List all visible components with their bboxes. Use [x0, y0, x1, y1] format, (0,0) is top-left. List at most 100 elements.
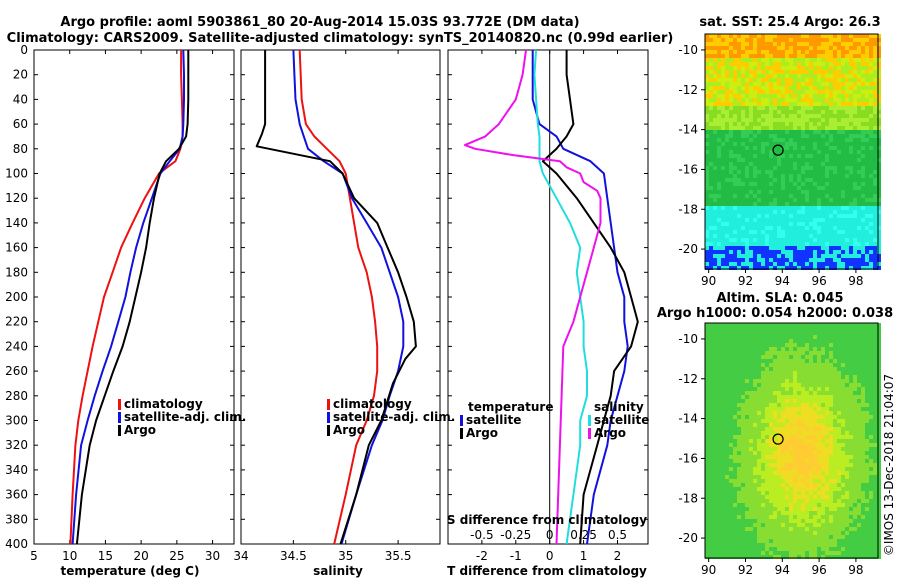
- map-pixel: [825, 403, 829, 407]
- map-pixel: [837, 142, 841, 146]
- map-pixel: [833, 511, 837, 515]
- map-pixel: [813, 46, 817, 50]
- map-pixel: [797, 331, 801, 335]
- map-pixel: [721, 451, 725, 455]
- map-pixel: [765, 130, 769, 134]
- map-pixel: [829, 455, 833, 459]
- map-pixel: [825, 62, 829, 66]
- map-pixel: [733, 86, 737, 90]
- map-pixel: [873, 162, 877, 166]
- map-pixel: [753, 383, 757, 387]
- map-pixel: [749, 74, 753, 78]
- map-pixel: [773, 94, 777, 98]
- map-pixel: [809, 38, 813, 42]
- map-pixel: [809, 379, 813, 383]
- map-pixel: [869, 391, 873, 395]
- map-pixel: [821, 411, 825, 415]
- map-pixel: [793, 134, 797, 138]
- map-pixel: [789, 182, 793, 186]
- map-pixel: [865, 170, 869, 174]
- map-pixel: [817, 407, 821, 411]
- map-pixel: [737, 206, 741, 210]
- map-pixel: [813, 499, 817, 503]
- map-pixel: [869, 182, 873, 186]
- map-pixel: [837, 186, 841, 190]
- map-pixel: [769, 182, 773, 186]
- map-pixel: [777, 407, 781, 411]
- map-pixel: [777, 54, 781, 58]
- lat-tick-label: -20: [678, 242, 698, 256]
- map-pixel: [853, 106, 857, 110]
- map-pixel: [857, 487, 861, 491]
- map-pixel: [825, 50, 829, 54]
- map-pixel: [777, 94, 781, 98]
- map-pixel: [717, 447, 721, 451]
- map-pixel: [797, 110, 801, 114]
- map-pixel: [733, 455, 737, 459]
- map-pixel: [749, 138, 753, 142]
- map-pixel: [853, 258, 857, 262]
- map-pixel: [825, 198, 829, 202]
- map-pixel: [865, 447, 869, 451]
- map-pixel: [749, 266, 753, 270]
- map-pixel: [821, 218, 825, 222]
- map-pixel: [773, 46, 777, 50]
- map-pixel: [833, 266, 837, 270]
- map-pixel: [853, 266, 857, 270]
- map-pixel: [809, 58, 813, 62]
- map-pixel: [781, 78, 785, 82]
- map-pixel: [725, 423, 729, 427]
- map-pixel: [857, 34, 861, 38]
- map-pixel: [757, 383, 761, 387]
- map-pixel: [705, 335, 709, 339]
- map-pixel: [741, 54, 745, 58]
- map-pixel: [753, 387, 757, 391]
- map-pixel: [877, 210, 881, 214]
- map-pixel: [833, 423, 837, 427]
- map-pixel: [873, 54, 877, 58]
- map-pixel: [785, 471, 789, 475]
- map-pixel: [757, 375, 761, 379]
- map-pixel: [857, 351, 861, 355]
- map-pixel: [865, 174, 869, 178]
- map-pixel: [805, 427, 809, 431]
- map-pixel: [757, 451, 761, 455]
- map-pixel: [729, 511, 733, 515]
- map-pixel: [741, 383, 745, 387]
- map-pixel: [861, 190, 865, 194]
- map-pixel: [845, 323, 849, 327]
- map-pixel: [705, 439, 709, 443]
- map-pixel: [757, 250, 761, 254]
- map-pixel: [725, 134, 729, 138]
- map-pixel: [745, 98, 749, 102]
- map-pixel: [789, 34, 793, 38]
- map-pixel: [781, 210, 785, 214]
- map-pixel: [805, 371, 809, 375]
- map-pixel: [865, 459, 869, 463]
- map-pixel: [873, 443, 877, 447]
- map-pixel: [801, 455, 805, 459]
- map-pixel: [729, 202, 733, 206]
- map-pixel: [733, 351, 737, 355]
- map-pixel: [809, 250, 813, 254]
- map-pixel: [841, 435, 845, 439]
- map-pixel: [773, 174, 777, 178]
- map-pixel: [793, 146, 797, 150]
- map-pixel: [877, 439, 881, 443]
- map-pixel: [873, 98, 877, 102]
- map-pixel: [797, 230, 801, 234]
- map-pixel: [765, 70, 769, 74]
- map-pixel: [797, 471, 801, 475]
- map-pixel: [709, 335, 713, 339]
- map-pixel: [781, 399, 785, 403]
- map-pixel: [721, 355, 725, 359]
- map-pixel: [717, 118, 721, 122]
- map-pixel: [821, 503, 825, 507]
- map-pixel: [869, 222, 873, 226]
- map-pixel: [729, 471, 733, 475]
- map-pixel: [797, 90, 801, 94]
- map-pixel: [741, 266, 745, 270]
- map-pixel: [717, 367, 721, 371]
- map-pixel: [721, 98, 725, 102]
- map-pixel: [793, 455, 797, 459]
